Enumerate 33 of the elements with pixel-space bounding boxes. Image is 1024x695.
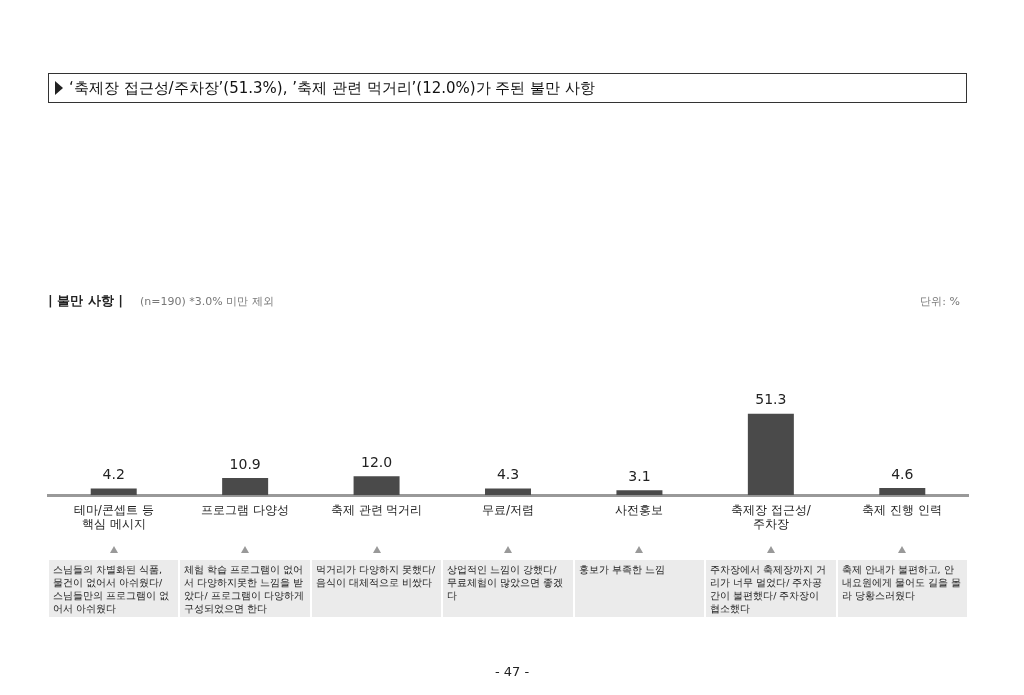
chart-title: ‘축제장 접근성/주차장’(51.3%), ’축제 관련 먹거리’(12.0%)가 주된 불만 사항 [69, 78, 595, 98]
bar [222, 477, 269, 496]
data-label: 4.6 [891, 465, 914, 482]
bar [747, 413, 794, 496]
x-tick-label: 축제장 접근성/ 주차장 [730, 502, 812, 531]
data-label: 3.1 [628, 467, 651, 484]
text: 먹거리가 다양하지 못했다/ 음식이 대체적으로 비쌌다 [311, 560, 442, 617]
bar [485, 488, 531, 496]
text: 상업적인 느낌이 강했다/ 무료체험이 많았으면 좋겠다 [443, 560, 573, 617]
text: 주차장에서 축제장까지 거리가 너무 멀었다/ 주차공간이 불편했다/ 주차장이 협소했다 [706, 560, 836, 617]
text: (n=190) *3.0% 미만 제외 [140, 294, 274, 309]
data-label: 10.9 [229, 455, 261, 472]
bar [353, 476, 400, 496]
bar [879, 487, 926, 496]
text: 스님들의 차별화된 식품, 물건이 없어서 아쉬웠다/ 스님들만의 프로그램이 없어서 아쉬웠다 [49, 560, 179, 617]
x-tick-label: 축제 관련 먹거리 [330, 502, 423, 517]
x-tick-label: 테마/콘셉트 등 핵심 메시지 [73, 502, 154, 531]
data-label: 12.0 [360, 453, 393, 470]
text: 홍보가 부족한 느낌 [574, 560, 705, 617]
text: 축제 안내가 불편하고, 안내요원에게 물어도 길을 몰라 당황스러웠다 [837, 560, 967, 617]
x-tick-label: 무료/저렴 [481, 502, 535, 517]
data-label: 51.3 [755, 391, 787, 408]
x-tick-label: 프로그램 다양성 [201, 502, 290, 517]
data-label: 4.2 [102, 466, 125, 483]
text: 단위: % [920, 294, 960, 309]
x-tick-label: 사전홍보 [615, 502, 664, 517]
data-label: 4.3 [496, 466, 520, 483]
text: - 47 - [493, 664, 531, 679]
bar [616, 490, 663, 496]
chart-subtitle: | 불만 사항 | [48, 292, 124, 310]
text: 체험 학습 프로그램이 없어서 다양하지못한 느낌을 받았다/ 프로그램이 다양하게 구성되었으면 한다 [180, 560, 310, 617]
bar [90, 488, 137, 496]
x-tick-label: 축제 진행 인력 [862, 502, 943, 517]
